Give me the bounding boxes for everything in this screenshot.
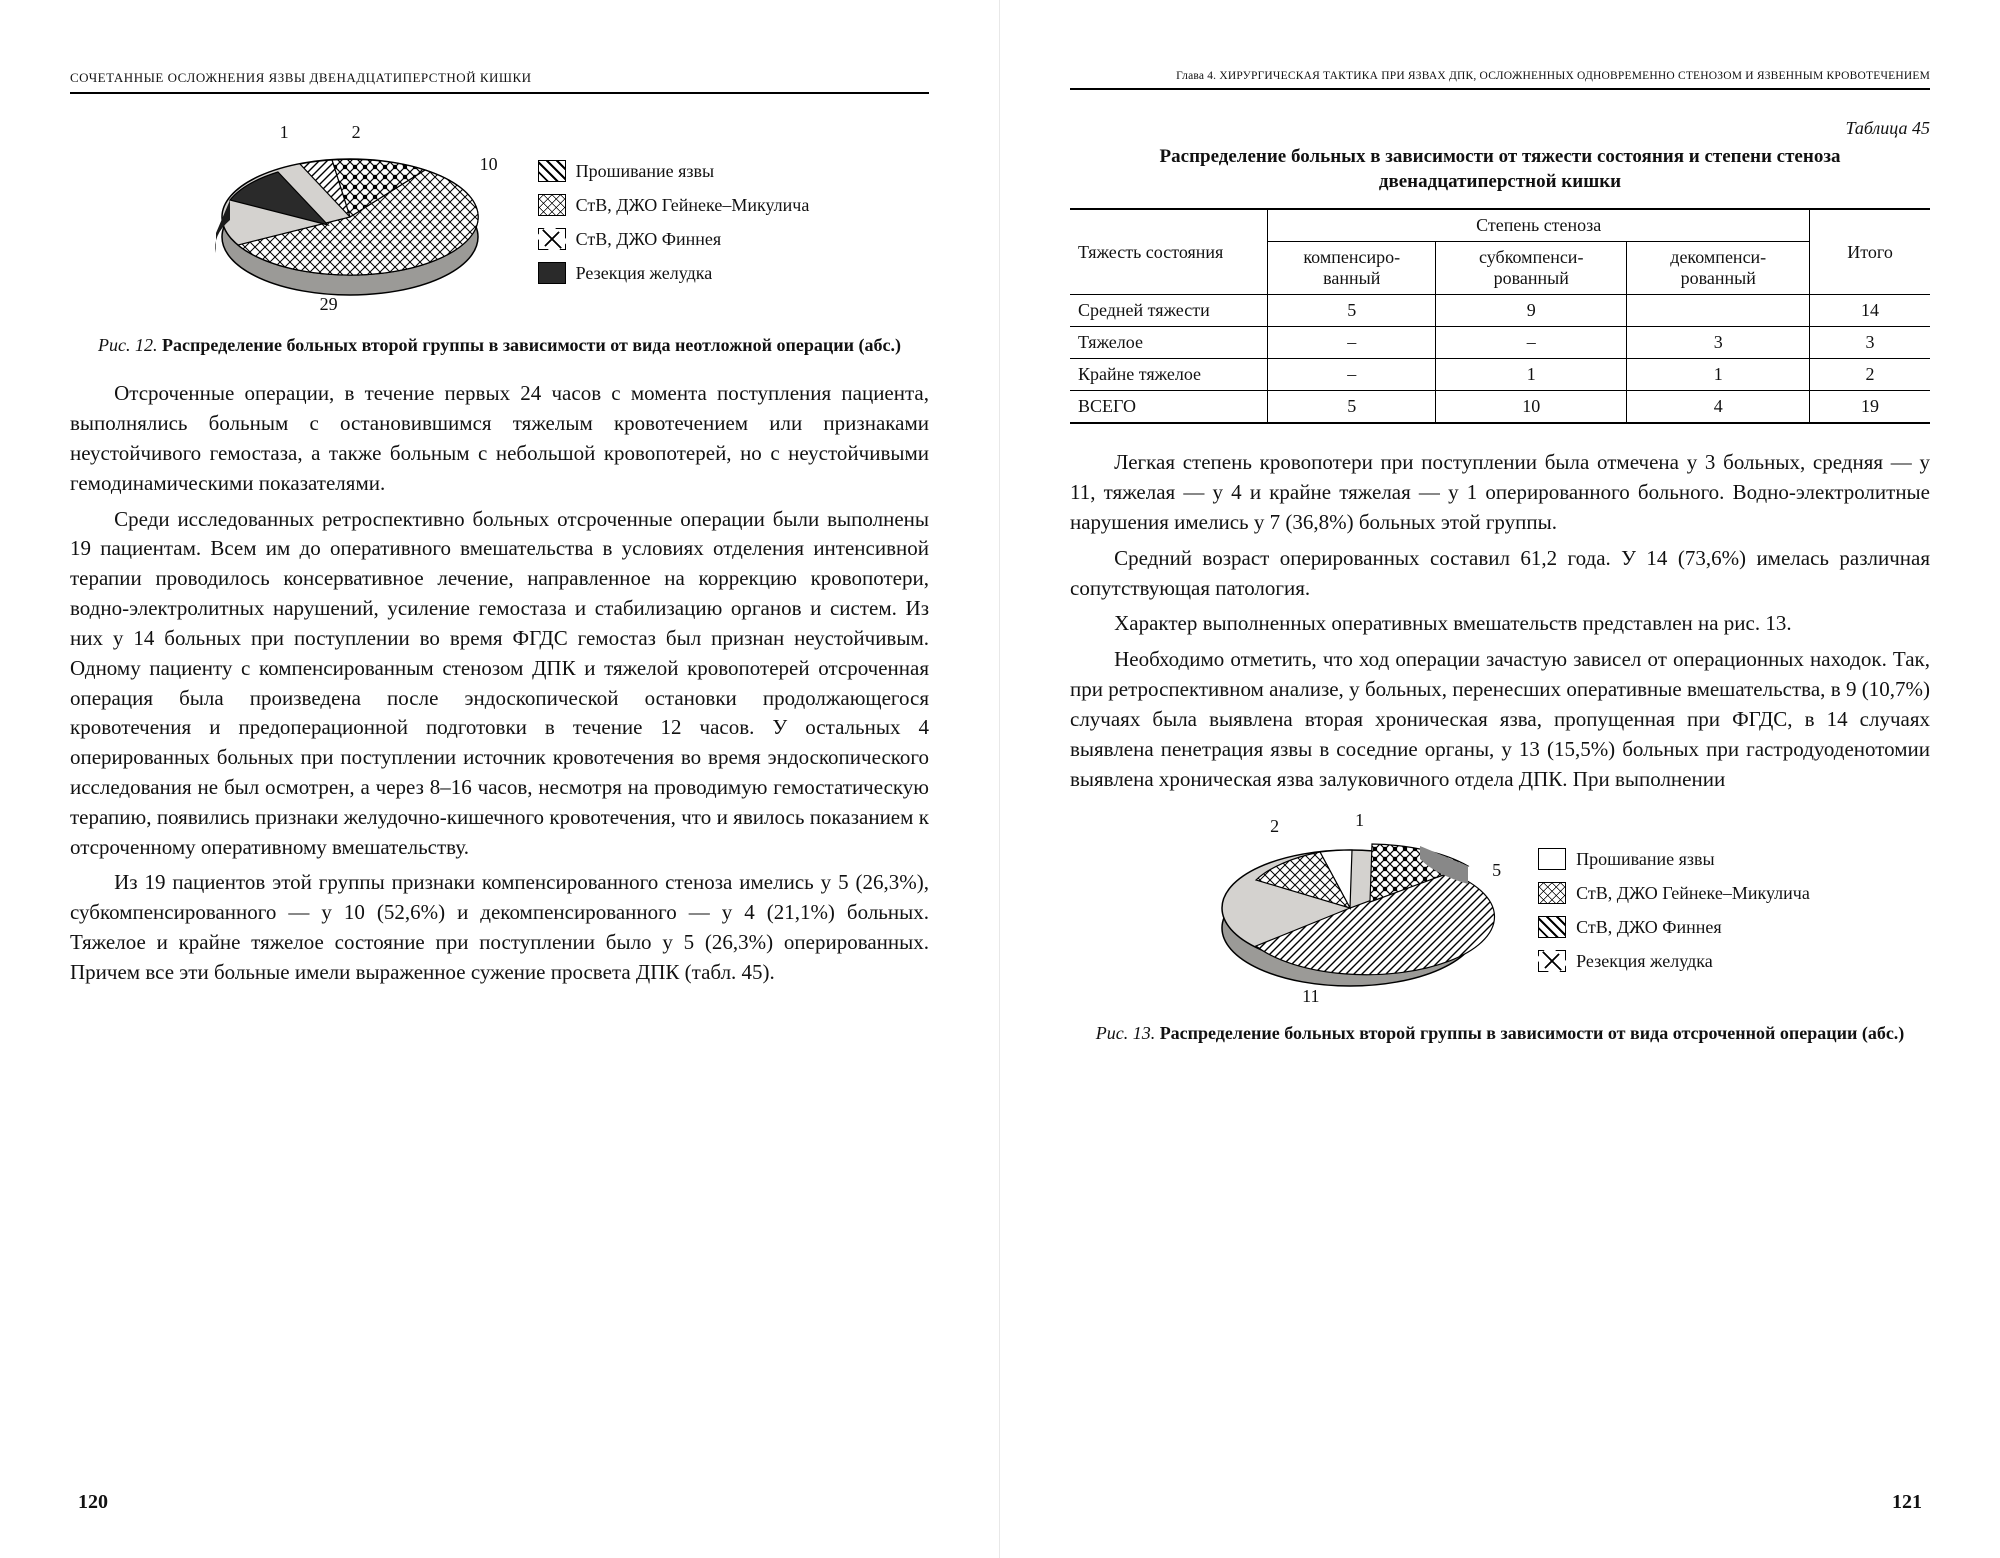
page-number-right: 121 <box>1892 1491 1922 1514</box>
figure-12: 1 2 10 29 Прошивание язвы СтВ, ДЖО Гейне… <box>70 122 929 357</box>
callout-29: 29 <box>320 294 338 315</box>
table-45-title: Распределение больных в зависимости от т… <box>1070 145 1930 194</box>
table-cell: 10 <box>1436 391 1627 424</box>
caption-prefix: Рис. 12. <box>98 335 157 355</box>
figure-13-legend: Прошивание язвы СтВ, ДЖО Гейнеке–Микулич… <box>1538 836 1810 984</box>
paragraph: Средний возраст оперированных составил 6… <box>1070 544 1930 604</box>
paragraph: Отсроченные операции, в течение первых 2… <box>70 379 929 498</box>
paragraph: Характер выполненных оперативных вмешате… <box>1070 609 1930 639</box>
page-number-left: 120 <box>78 1491 108 1514</box>
table-row: Тяжелое – – 3 3 <box>1070 327 1930 359</box>
swatch-diag-icon <box>1538 916 1566 938</box>
legend-label: СтВ, ДЖО Финнея <box>576 229 722 250</box>
paragraph: Легкая степень кровопотери при поступлен… <box>1070 448 1930 537</box>
paragraph: Среди исследованных ретроспективно больн… <box>70 505 929 863</box>
paragraph: Необходимо отметить, что ход операции за… <box>1070 645 1930 794</box>
figure-12-pie: 1 2 10 29 <box>190 122 510 322</box>
table-cell: – <box>1268 359 1436 391</box>
swatch-check-icon <box>1538 882 1566 904</box>
swatch-cross-icon <box>1538 950 1566 972</box>
callout-1: 1 <box>280 122 289 143</box>
page-left: СОЧЕТАННЫЕ ОСЛОЖНЕНИЯ ЯЗВЫ ДВЕНАДЦАТИПЕР… <box>0 0 1000 1558</box>
figure-12-caption: Рис. 12. Распределение больных второй гр… <box>70 334 929 357</box>
table-cell <box>1627 295 1810 327</box>
running-head-left: СОЧЕТАННЫЕ ОСЛОЖНЕНИЯ ЯЗВЫ ДВЕНАДЦАТИПЕР… <box>70 70 929 94</box>
table-cell: 9 <box>1436 295 1627 327</box>
caption-prefix: Рис. 13. <box>1096 1023 1155 1043</box>
legend-row: СтВ, ДЖО Финнея <box>1538 916 1810 938</box>
table-cell: 5 <box>1268 295 1436 327</box>
table-cell: 1 <box>1627 359 1810 391</box>
figure-13-caption: Рис. 13. Распределение больных второй гр… <box>1070 1022 1930 1045</box>
legend-row: СтВ, ДЖО Гейнеке–Микулича <box>1538 882 1810 904</box>
table-subheader: декомпенси- рованный <box>1627 242 1810 295</box>
figure-13-pie: 2 1 5 11 <box>1190 810 1510 1010</box>
legend-label: СтВ, ДЖО Финнея <box>1576 917 1722 938</box>
callout-1b: 1 <box>1355 810 1364 831</box>
callout-2: 2 <box>352 122 361 143</box>
table-cell: Крайне тяжелое <box>1070 359 1268 391</box>
running-head-right: Глава 4. ХИРУРГИЧЕСКАЯ ТАКТИКА ПРИ ЯЗВАХ… <box>1070 70 1930 90</box>
table-header: Степень стеноза <box>1268 209 1810 242</box>
paragraph: Из 19 пациентов этой группы признаки ком… <box>70 868 929 987</box>
table-subheader: субкомпенси- рованный <box>1436 242 1627 295</box>
table-subheader: компенсиро- ванный <box>1268 242 1436 295</box>
left-body-text: Отсроченные операции, в течение первых 2… <box>70 379 929 993</box>
swatch-check-icon <box>538 194 566 216</box>
caption-text: Распределение больных второй группы в за… <box>1160 1023 1905 1043</box>
legend-row: Резекция желудка <box>538 262 810 284</box>
page-right: Глава 4. ХИРУРГИЧЕСКАЯ ТАКТИКА ПРИ ЯЗВАХ… <box>1000 0 2000 1558</box>
legend-label: Резекция желудка <box>1576 951 1713 972</box>
table-header: Тяжесть состояния <box>1070 209 1268 295</box>
legend-label: СтВ, ДЖО Гейнеке–Микулича <box>576 195 810 216</box>
swatch-diag-icon <box>538 160 566 182</box>
figure-12-legend: Прошивание язвы СтВ, ДЖО Гейнеке–Микулич… <box>538 148 810 296</box>
callout-11: 11 <box>1302 986 1319 1007</box>
table-header: Итого <box>1810 209 1930 295</box>
table-cell: 19 <box>1810 391 1930 424</box>
swatch-solid-icon <box>538 262 566 284</box>
table-cell: Средней тяжести <box>1070 295 1268 327</box>
table-cell: 14 <box>1810 295 1930 327</box>
right-body-text: Легкая степень кровопотери при поступлен… <box>1070 448 1930 800</box>
legend-label: Прошивание язвы <box>576 161 714 182</box>
callout-10: 10 <box>480 154 498 175</box>
table-cell: 1 <box>1436 359 1627 391</box>
legend-row: Резекция желудка <box>1538 950 1810 972</box>
table-cell: ВСЕГО <box>1070 391 1268 424</box>
table-cell: 5 <box>1268 391 1436 424</box>
callout-2b: 2 <box>1270 816 1279 837</box>
table-cell: Тяжелое <box>1070 327 1268 359</box>
legend-label: Резекция желудка <box>576 263 713 284</box>
table-45-label: Таблица 45 <box>1070 118 1930 139</box>
table-row: Средней тяжести 5 9 14 <box>1070 295 1930 327</box>
legend-row: СтВ, ДЖО Финнея <box>538 228 810 250</box>
swatch-blank-icon <box>1538 848 1566 870</box>
legend-row: Прошивание язвы <box>1538 848 1810 870</box>
legend-row: СтВ, ДЖО Гейнеке–Микулича <box>538 194 810 216</box>
callout-5: 5 <box>1492 860 1501 881</box>
table-row-total: ВСЕГО 5 10 4 19 <box>1070 391 1930 424</box>
figure-13: 2 1 5 11 Прошивание язвы СтВ, ДЖО Гейнек… <box>1070 810 1930 1045</box>
table-cell: – <box>1268 327 1436 359</box>
table-cell: – <box>1436 327 1627 359</box>
book-spread: СОЧЕТАННЫЕ ОСЛОЖНЕНИЯ ЯЗВЫ ДВЕНАДЦАТИПЕР… <box>0 0 2000 1558</box>
table-cell: 3 <box>1627 327 1810 359</box>
legend-row: Прошивание язвы <box>538 160 810 182</box>
legend-label: Прошивание язвы <box>1576 849 1714 870</box>
table-cell: 3 <box>1810 327 1930 359</box>
table-row: Крайне тяжелое – 1 1 2 <box>1070 359 1930 391</box>
table-45: Тяжесть состояния Степень стеноза Итого … <box>1070 208 1930 424</box>
table-cell: 4 <box>1627 391 1810 424</box>
table-cell: 2 <box>1810 359 1930 391</box>
caption-text: Распределение больных второй группы в за… <box>162 335 901 355</box>
swatch-cross-icon <box>538 228 566 250</box>
legend-label: СтВ, ДЖО Гейнеке–Микулича <box>1576 883 1810 904</box>
